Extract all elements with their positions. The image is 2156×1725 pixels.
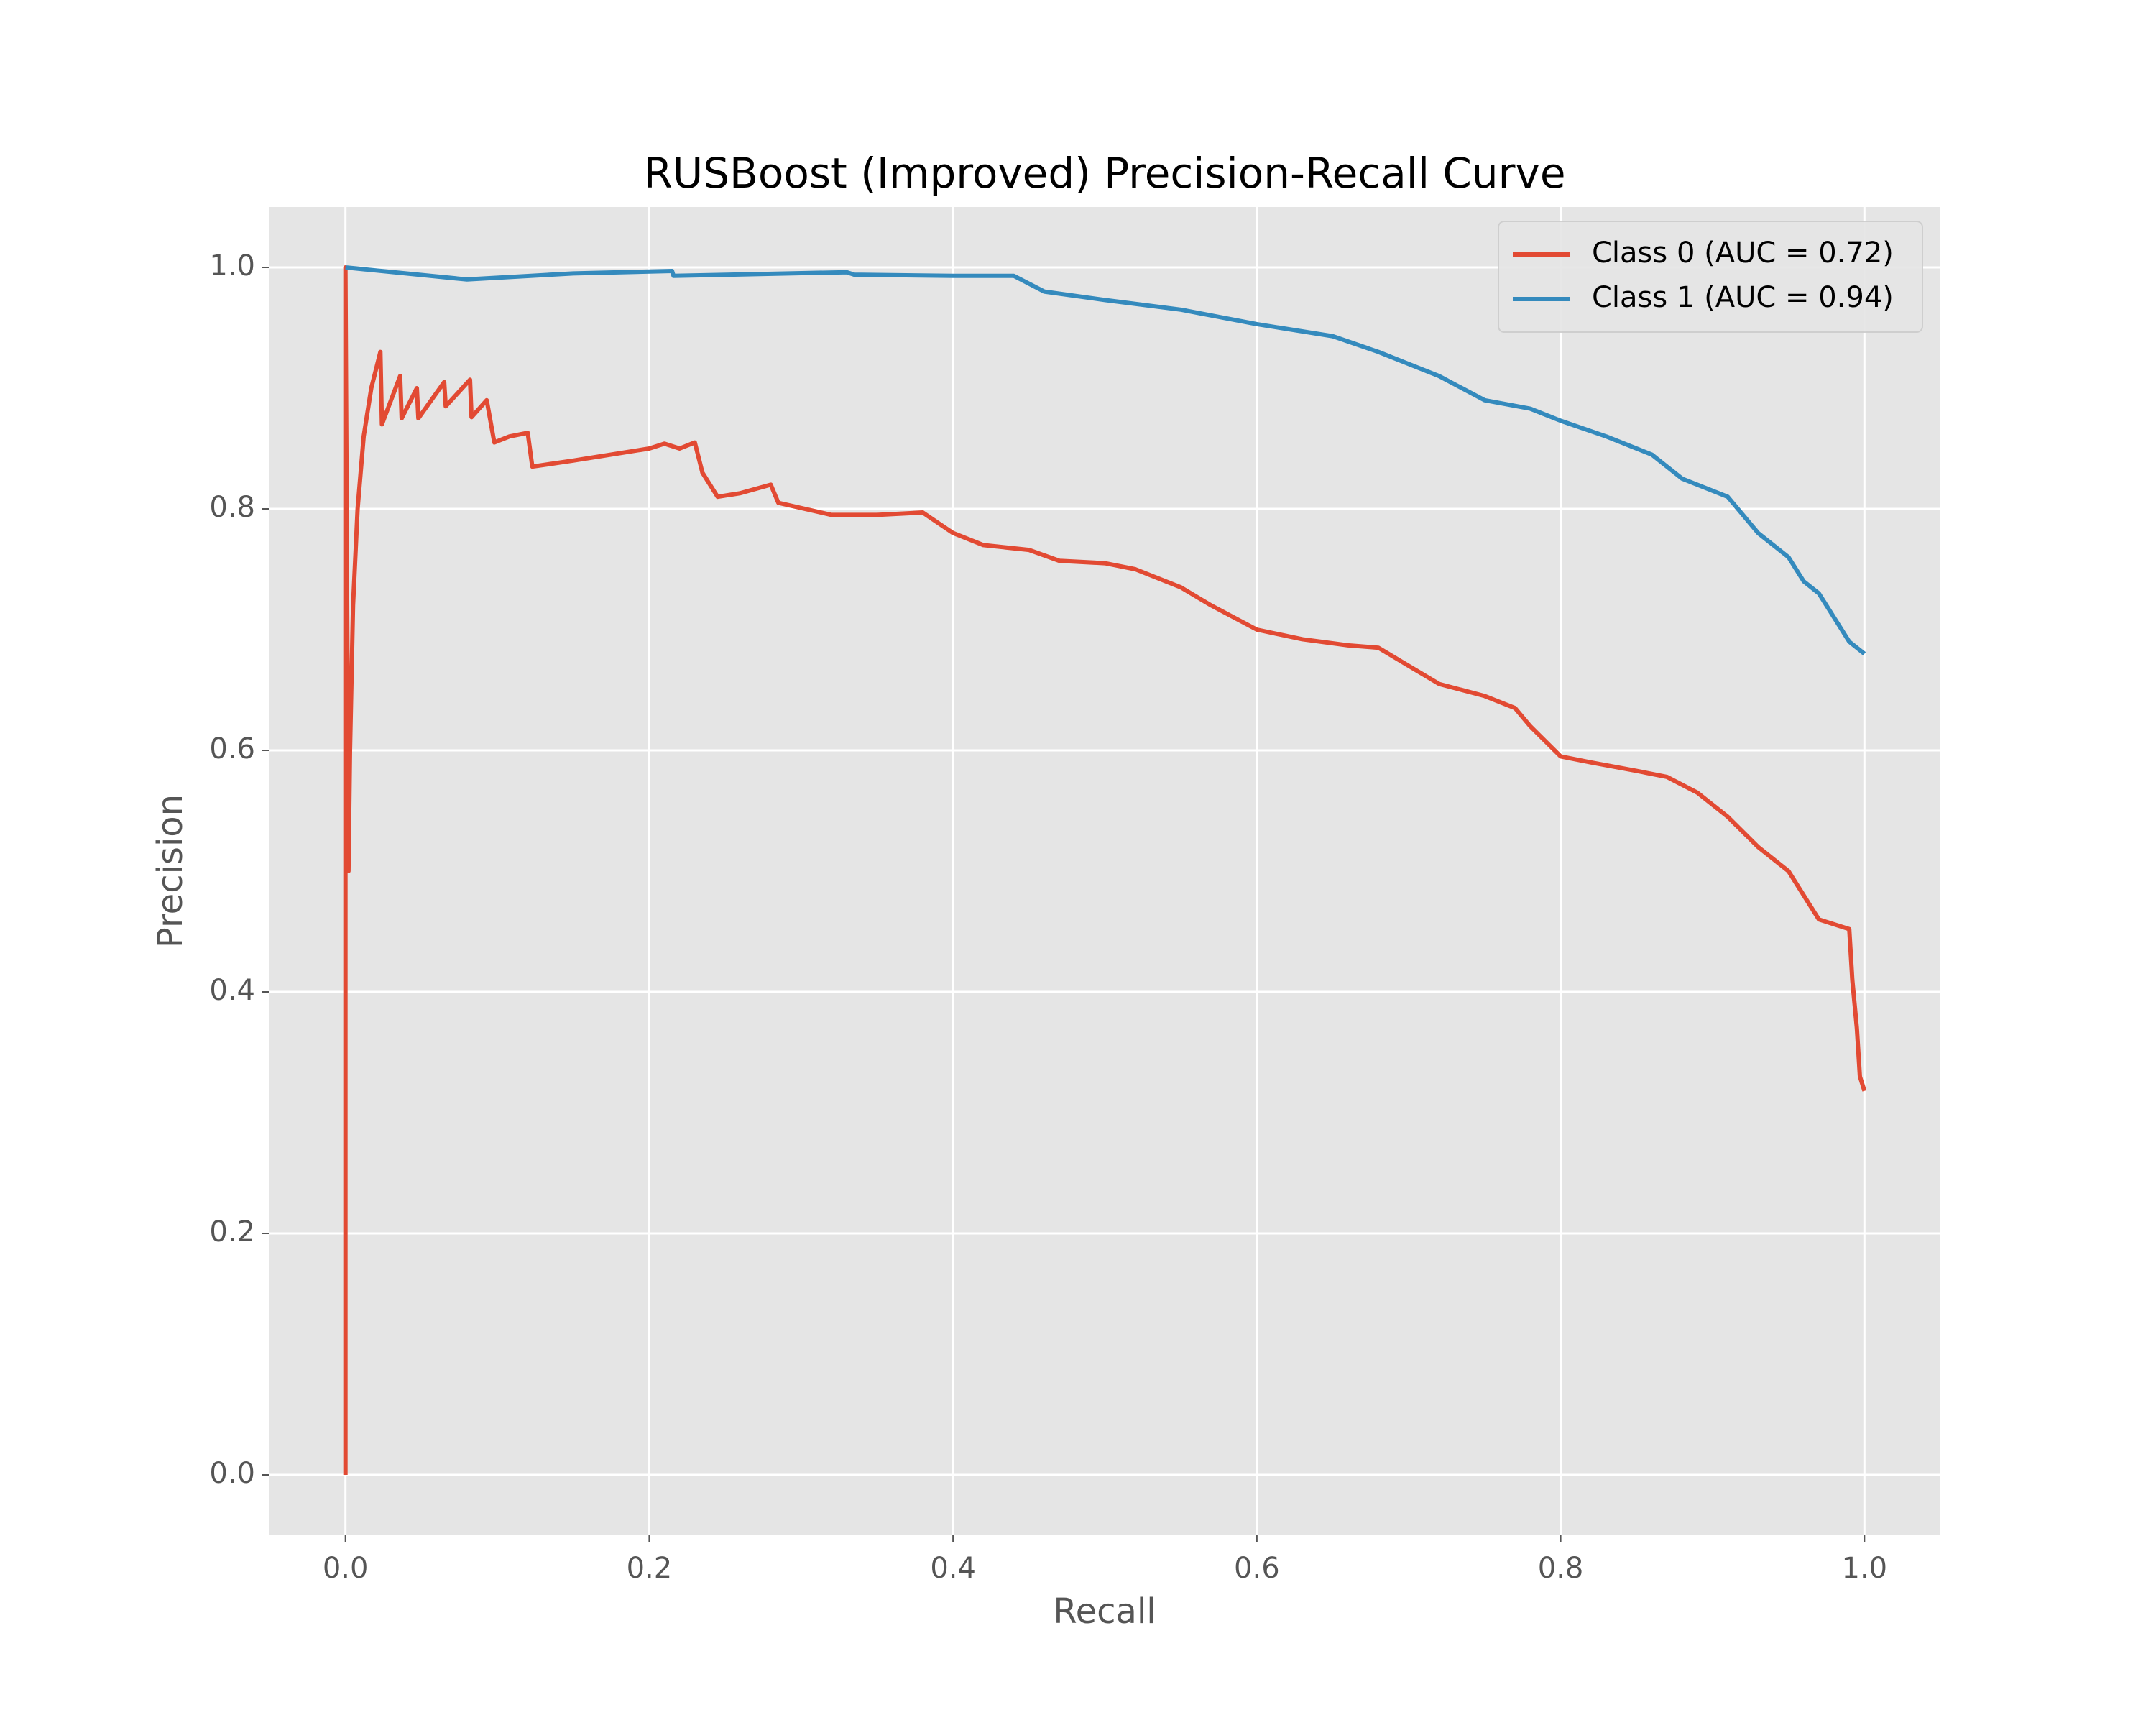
chart-title: RUSBoost (Improved) Precision-Recall Cur… <box>643 149 1565 198</box>
line-series <box>345 265 1866 656</box>
y-tick-label: 0.4 <box>209 974 255 1007</box>
x-tick-label: 1.0 <box>1842 1552 1888 1585</box>
plot-area <box>270 207 1940 1535</box>
x-tick-label: 0.2 <box>627 1552 673 1585</box>
y-tick-label: 0.2 <box>209 1215 255 1248</box>
legend-label: Class 1 (AUC = 0.94) <box>1592 281 1894 314</box>
y-tick-label: 0.0 <box>209 1457 255 1490</box>
y-tick-label: 0.8 <box>209 491 255 524</box>
legend-label: Class 0 (AUC = 0.72) <box>1592 236 1894 270</box>
legend-box <box>1498 221 1923 333</box>
x-axis-label: Recall <box>1053 1591 1156 1632</box>
y-tick-label: 0.6 <box>209 732 255 765</box>
x-tick-label: 0.6 <box>1234 1552 1280 1585</box>
x-tick-label: 0.8 <box>1538 1552 1584 1585</box>
x-tick-label: 0.4 <box>930 1552 976 1585</box>
y-axis-label: Precision <box>150 794 190 948</box>
x-tick-label: 0.0 <box>323 1552 369 1585</box>
line-series <box>343 265 1867 1475</box>
y-tick-label: 1.0 <box>209 249 255 282</box>
